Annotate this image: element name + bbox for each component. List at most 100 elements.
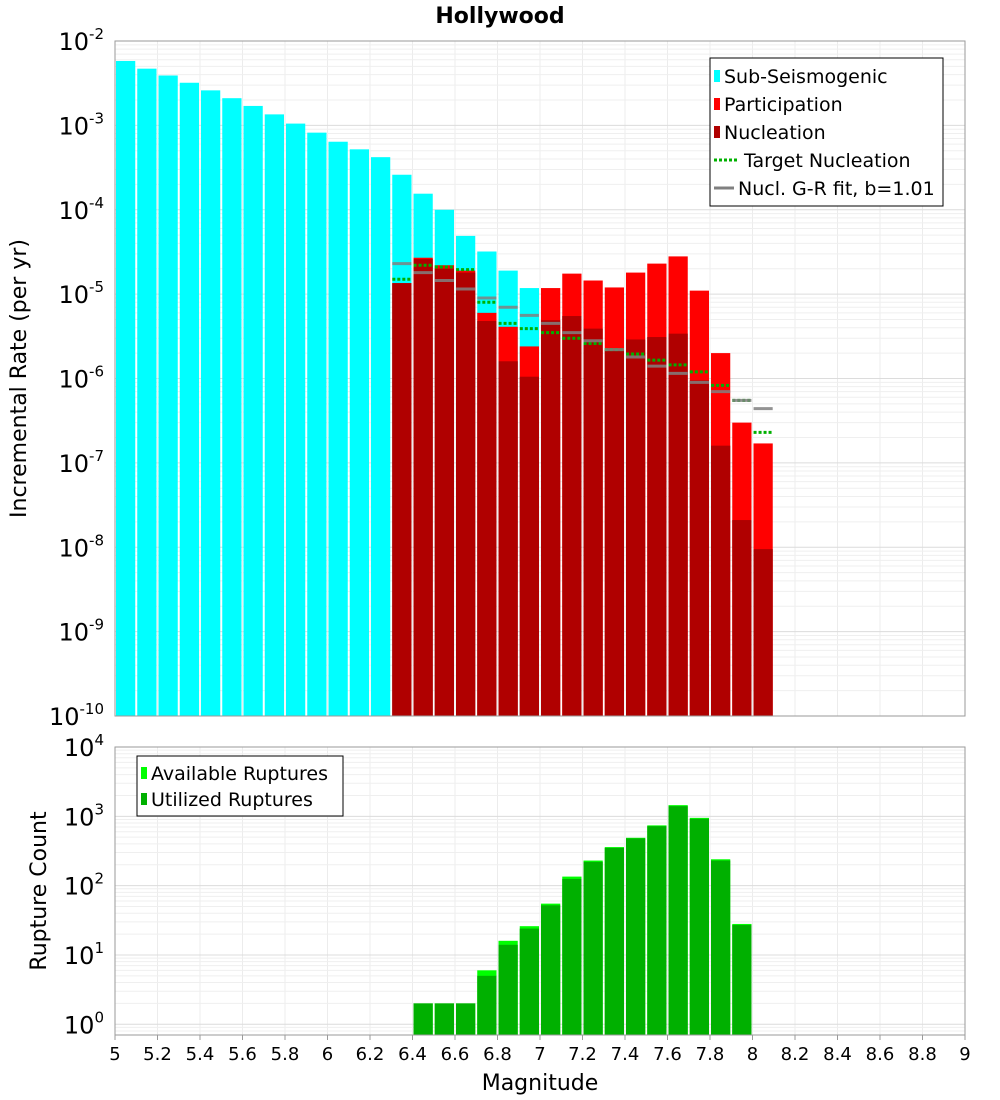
nucleation-bar xyxy=(392,283,412,716)
utilized-ruptures-bar xyxy=(541,905,561,1035)
sub-seismogenic-bar xyxy=(286,123,306,716)
sub-seismogenic-bar xyxy=(158,75,178,717)
sub-seismogenic-bar xyxy=(222,98,242,716)
nucleation-bar xyxy=(753,549,773,716)
x-tick-label: 7.4 xyxy=(611,1044,640,1065)
x-tick-label: 8.4 xyxy=(823,1044,852,1065)
x-tick-label: 8.2 xyxy=(781,1044,810,1065)
plot-frame xyxy=(114,40,966,717)
y-tick-label: 10-7 xyxy=(58,447,104,478)
nucleation-bar xyxy=(541,320,561,716)
legend-symbol xyxy=(714,126,720,138)
bars xyxy=(413,805,752,1035)
x-tick-label: 5.4 xyxy=(186,1044,215,1065)
utilized-ruptures-bar xyxy=(562,878,582,1035)
x-tick-label: 5.6 xyxy=(228,1044,257,1065)
legend-box xyxy=(709,57,944,207)
x-tick-label: 9 xyxy=(959,1044,970,1065)
utilized-ruptures-bar xyxy=(711,860,731,1035)
sub-seismogenic-bar xyxy=(179,82,199,716)
nucleation-bar xyxy=(519,376,539,716)
sub-seismogenic-bar xyxy=(116,60,136,717)
y-tick-labels: 104 103 102 101 100 xyxy=(64,731,104,1039)
x-tick-label: 5.8 xyxy=(271,1044,300,1065)
y-tick-label: 101 xyxy=(64,939,104,970)
y-tick-label: 100 xyxy=(64,1008,104,1039)
x-tick-label: 6 xyxy=(322,1044,333,1065)
y-tick-label: 104 xyxy=(64,731,104,762)
x-tick-label: 5.2 xyxy=(143,1044,172,1065)
nucleation-bar xyxy=(732,520,752,716)
legend-label: Target Nucleation xyxy=(743,150,911,172)
legend-label: Nucl. G-R fit, b=1.01 xyxy=(738,178,935,200)
utilized-ruptures-bar xyxy=(477,975,497,1035)
rate-panel: 10-2 10-3 10-4 10-5 10-6 10-7 10-8 10-9 10-10 Inc… xyxy=(7,25,966,731)
legend-symbol xyxy=(714,98,720,110)
nucleation-bar xyxy=(456,272,476,716)
y-axis-label: Incremental Rate (per yr) xyxy=(7,239,32,518)
y-tick-label: 10-2 xyxy=(58,25,104,56)
utilized-ruptures-bar xyxy=(604,847,624,1035)
x-tick-label: 7.8 xyxy=(696,1044,725,1065)
x-tick-label: 5 xyxy=(109,1044,120,1065)
legend-label: Participation xyxy=(724,94,843,116)
sub-seismogenic-bar xyxy=(137,68,157,716)
count-panel: 104 103 102 101 100 Rupture Count Available Ru… xyxy=(27,731,966,1039)
gr-fit-series xyxy=(392,262,773,411)
utilized-ruptures-bar xyxy=(647,826,667,1035)
x-tick-label: 7.2 xyxy=(568,1044,597,1065)
nucleation-bar xyxy=(626,339,646,716)
utilized-ruptures-bar xyxy=(519,928,539,1035)
nucleation-bar xyxy=(583,328,603,716)
nucleation-bar xyxy=(434,268,454,716)
sub-seismogenic-bar xyxy=(243,105,263,717)
x-axis: 5 5.2 5.4 5.6 5.8 6 6.2 6.4 6.6 6.8 7 7.2 7.4 7.6 7.8 8… xyxy=(109,1035,971,1065)
utilized-ruptures-bar xyxy=(456,1003,476,1035)
sub-seismogenic-bar xyxy=(349,149,369,716)
y-tick-label: 10-6 xyxy=(58,363,104,394)
y-tick-label: 10-8 xyxy=(58,531,104,562)
y-tick-label: 10-10 xyxy=(49,700,104,731)
legend-symbol xyxy=(141,793,147,805)
legend: Sub-Seismogenic Participation Nucleation Ta… xyxy=(709,57,944,207)
utilized-ruptures-bar xyxy=(434,1003,454,1035)
chart-title: Hollywood xyxy=(435,4,564,29)
x-tick-label: 7.6 xyxy=(653,1044,682,1065)
y-tick-label: 10-5 xyxy=(58,278,104,309)
y-tick-labels: 10-2 10-3 10-4 10-5 10-6 10-7 10-8 10-9 10-10 xyxy=(49,25,104,731)
nucleation-bar xyxy=(498,361,518,716)
nucleation-bar xyxy=(668,333,688,716)
x-tick-label: 6.6 xyxy=(441,1044,470,1065)
utilized-ruptures-bar xyxy=(732,925,752,1035)
y-tick-label: 102 xyxy=(64,870,104,901)
legend-symbol xyxy=(714,70,720,82)
nucleation-bar xyxy=(413,259,433,716)
sub-seismogenic-bar xyxy=(264,114,284,716)
legend-box xyxy=(136,755,344,817)
y-axis-label: Rupture Count xyxy=(27,811,52,971)
y-tick-label: 103 xyxy=(64,800,104,831)
legend-label: Nucleation xyxy=(724,122,826,144)
utilized-ruptures-bar xyxy=(413,1003,433,1035)
bars xyxy=(116,60,773,717)
x-tick-label: 8.6 xyxy=(866,1044,895,1065)
x-tick-label: 7 xyxy=(534,1044,545,1065)
utilized-ruptures-bar xyxy=(626,838,646,1035)
sub-seismogenic-bar xyxy=(328,141,348,716)
x-tick-label: 6.2 xyxy=(356,1044,385,1065)
nucleation-bar xyxy=(604,349,624,716)
legend-label: Sub-Seismogenic xyxy=(724,66,888,88)
y-tick-label: 10-9 xyxy=(58,616,104,647)
legend-symbol xyxy=(141,767,147,779)
x-tick-label: 8 xyxy=(747,1044,758,1065)
nucleation-bar xyxy=(562,316,582,716)
nucleation-bar xyxy=(689,380,709,716)
legend-label: Available Ruptures xyxy=(151,763,328,785)
y-tick-label: 10-4 xyxy=(58,194,104,225)
sub-seismogenic-bar xyxy=(201,90,221,716)
utilized-ruptures-bar xyxy=(668,806,688,1035)
nucleation-bar xyxy=(711,445,731,716)
nucleation-bar xyxy=(477,321,497,716)
utilized-ruptures-bar xyxy=(583,861,603,1035)
